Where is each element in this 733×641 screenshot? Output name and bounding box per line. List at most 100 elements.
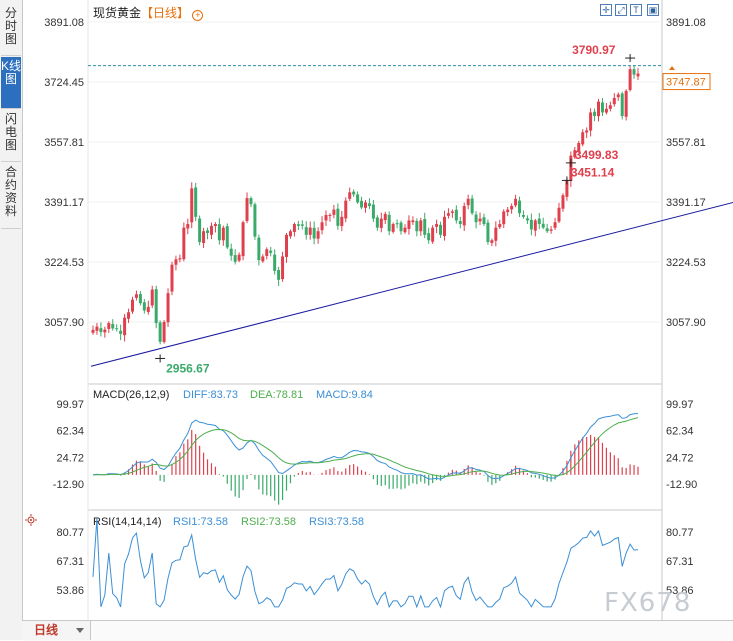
candle bbox=[514, 194, 518, 208]
candle bbox=[561, 193, 565, 212]
candle bbox=[206, 227, 210, 240]
chart-title: 现货黄金【日线】 + bbox=[93, 4, 204, 21]
candle bbox=[202, 227, 206, 248]
macd-dea-line bbox=[92, 417, 639, 477]
candle bbox=[415, 218, 419, 237]
restore-icon[interactable]: ▣ bbox=[647, 4, 659, 16]
candle bbox=[95, 322, 99, 335]
candle bbox=[182, 222, 186, 262]
timeframe-label: 【日线】 bbox=[141, 6, 190, 20]
candle bbox=[107, 321, 111, 333]
candle bbox=[300, 220, 304, 230]
price-tick-left: 3057.90 bbox=[44, 317, 84, 329]
candle bbox=[395, 219, 399, 229]
candle bbox=[146, 300, 150, 315]
expand-icon[interactable]: ⤢ bbox=[615, 4, 627, 16]
candle bbox=[383, 211, 387, 225]
candle bbox=[233, 249, 237, 265]
candle bbox=[577, 140, 581, 155]
candle bbox=[549, 226, 553, 234]
candle bbox=[478, 212, 482, 226]
bottom-bar: 日线 bbox=[22, 620, 733, 641]
candle bbox=[616, 92, 620, 101]
candle bbox=[439, 221, 443, 238]
support-trendline bbox=[90, 201, 733, 367]
candle bbox=[529, 213, 533, 236]
candle bbox=[198, 215, 202, 246]
candle bbox=[158, 320, 162, 345]
candle bbox=[312, 221, 316, 245]
candle bbox=[624, 89, 628, 121]
candle bbox=[612, 93, 616, 107]
last-price-label: 3747.87 bbox=[666, 77, 706, 89]
candle bbox=[138, 290, 142, 306]
macd-tick-left: -12.90 bbox=[53, 479, 84, 491]
candle bbox=[217, 218, 221, 245]
candle bbox=[367, 198, 371, 210]
candle bbox=[257, 234, 261, 266]
candle bbox=[154, 285, 158, 329]
tab-contract-info[interactable]: 合约资料 bbox=[1, 163, 21, 229]
candle bbox=[348, 187, 352, 202]
price-tick-right: 3557.81 bbox=[666, 137, 706, 149]
candle bbox=[490, 238, 494, 247]
candle bbox=[209, 222, 213, 240]
candle bbox=[91, 325, 95, 335]
candle bbox=[115, 324, 119, 332]
price-tick-left: 3224.53 bbox=[44, 257, 84, 269]
candle bbox=[364, 200, 367, 213]
add-indicator-icon[interactable]: + bbox=[192, 10, 204, 21]
candle bbox=[446, 208, 450, 219]
candle bbox=[431, 225, 435, 244]
candle bbox=[589, 108, 593, 137]
candle bbox=[281, 251, 285, 282]
tab-flash-chart[interactable]: 闪电图 bbox=[1, 110, 21, 162]
tab-candlestick[interactable]: K线图 bbox=[1, 57, 21, 109]
price-tick-left: 3391.17 bbox=[44, 197, 84, 209]
period-selector[interactable]: 日线 bbox=[22, 621, 91, 640]
candle bbox=[411, 216, 415, 225]
candle bbox=[360, 196, 364, 210]
candle bbox=[593, 108, 597, 122]
candle bbox=[356, 191, 360, 204]
price-annotation: 3790.97 bbox=[572, 43, 636, 63]
crosshair-icon[interactable]: ✛ bbox=[600, 4, 612, 16]
candle bbox=[636, 68, 640, 80]
dropdown-arrow-icon bbox=[76, 628, 84, 633]
candle bbox=[498, 219, 502, 229]
price-annotation: 2956.67 bbox=[155, 354, 210, 375]
candle bbox=[174, 255, 178, 271]
candle bbox=[304, 221, 308, 240]
candle bbox=[332, 204, 336, 219]
candle bbox=[585, 127, 589, 139]
candle bbox=[435, 219, 439, 234]
candle bbox=[265, 247, 269, 260]
candle bbox=[123, 313, 127, 342]
candle bbox=[344, 197, 348, 223]
candle bbox=[194, 182, 198, 222]
candle bbox=[186, 218, 190, 235]
candle bbox=[581, 129, 585, 147]
candle bbox=[178, 254, 182, 263]
candle bbox=[127, 308, 131, 323]
candle bbox=[482, 213, 486, 226]
candle bbox=[454, 205, 458, 224]
tab-time-sharing[interactable]: 分时图 bbox=[1, 4, 21, 56]
price-tick-left: 3724.45 bbox=[44, 77, 84, 89]
macd-tick-right: 62.34 bbox=[666, 426, 694, 438]
candle bbox=[506, 206, 510, 217]
candle bbox=[399, 220, 403, 235]
price-tick-right: 3224.53 bbox=[666, 257, 706, 269]
price-tick-left: 3557.81 bbox=[44, 137, 84, 149]
candle bbox=[308, 221, 312, 240]
price-tick-right: 3057.90 bbox=[666, 317, 706, 329]
candle bbox=[521, 210, 525, 219]
candle bbox=[545, 223, 549, 233]
candle bbox=[597, 98, 601, 122]
candle bbox=[518, 196, 522, 217]
text-icon[interactable]: T bbox=[630, 4, 642, 16]
rsi-settings-icon[interactable] bbox=[25, 514, 37, 526]
period-label: 日线 bbox=[34, 623, 59, 637]
candle bbox=[162, 320, 166, 344]
candle bbox=[320, 216, 324, 235]
